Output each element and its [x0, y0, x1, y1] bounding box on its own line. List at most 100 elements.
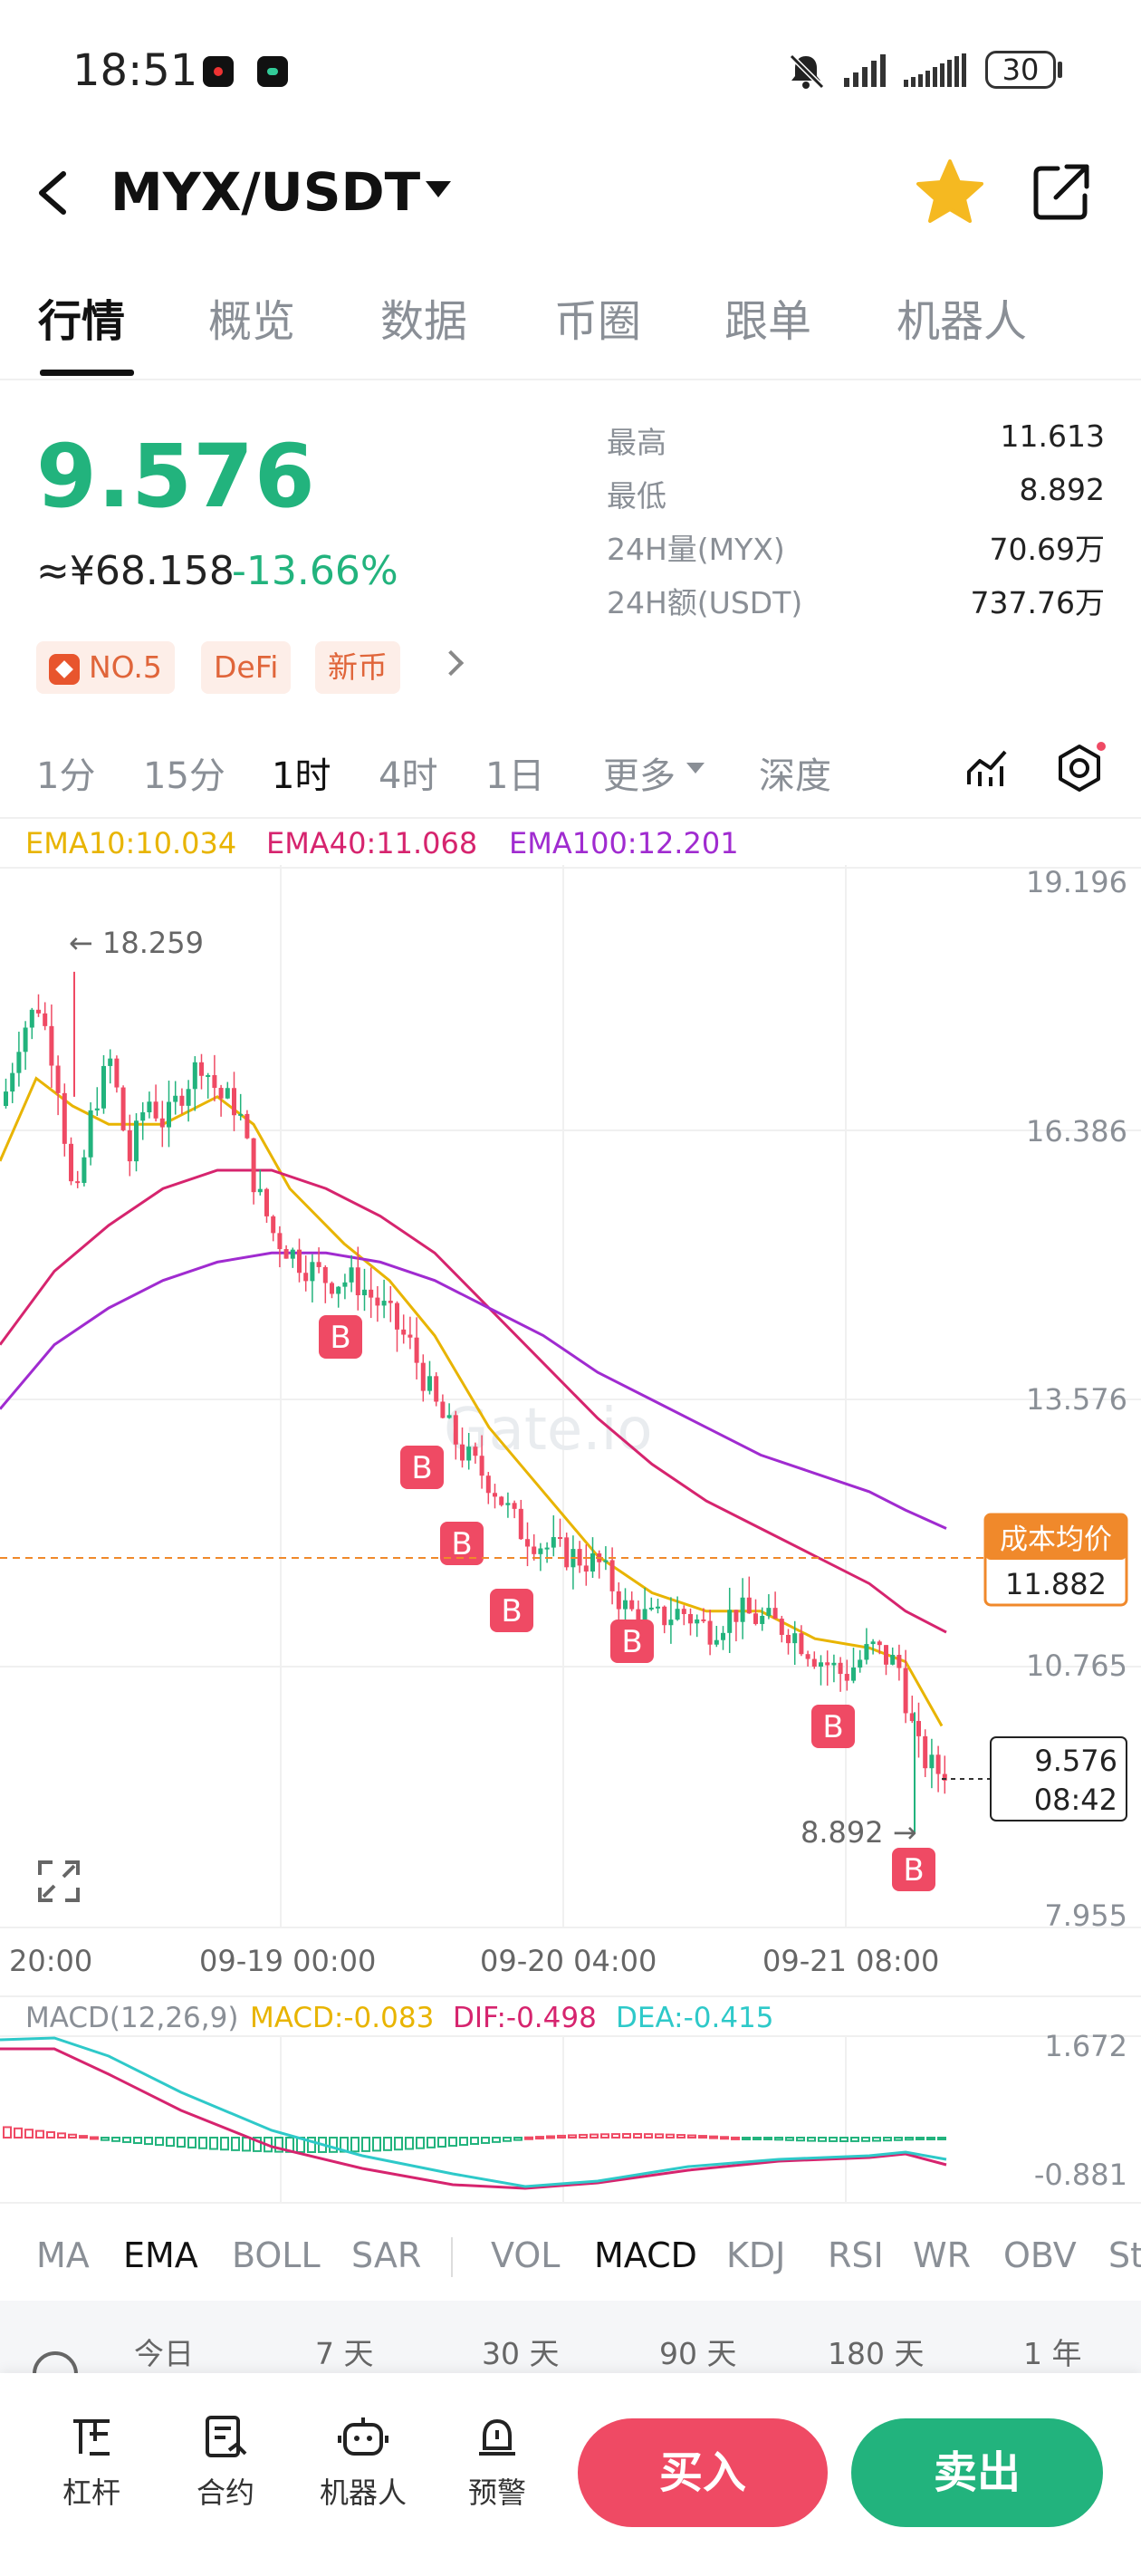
new-coin-tag[interactable]: 新币: [315, 641, 400, 694]
range-bar: [0, 2301, 1141, 2373]
chevron-right-icon[interactable]: [437, 649, 465, 677]
fullscreen-icon[interactable]: [38, 1860, 80, 1902]
candle-countdown: 08:42: [1034, 1783, 1117, 1817]
signal-icon: [844, 54, 886, 87]
macd-bar: [253, 2137, 262, 2152]
buy-button[interactable]: 买入: [578, 2418, 828, 2527]
tab-market[interactable]: 行情: [38, 296, 126, 347]
candle-body: [648, 1607, 654, 1610]
range-30d[interactable]: 30 天: [482, 2336, 560, 2371]
interval-15m[interactable]: 15分: [143, 755, 225, 797]
range-1y[interactable]: 1 年: [1023, 2336, 1082, 2371]
price-axis-label: 7.955: [1044, 1898, 1127, 1933]
tab-copy-trading[interactable]: 跟单: [724, 296, 812, 347]
buy-marker: [811, 1705, 855, 1748]
interval-1d[interactable]: 1日: [485, 755, 545, 797]
candle-body: [493, 1493, 497, 1497]
stat-value-turnover: 737.76万: [970, 585, 1105, 620]
macd-bar: [470, 2137, 479, 2146]
candle-body: [740, 1597, 745, 1622]
candle-body: [714, 1639, 719, 1645]
candle-body: [512, 1503, 517, 1509]
candle-body: [753, 1613, 758, 1624]
macd-bar: [829, 2137, 838, 2142]
indicator-sar[interactable]: SAR: [351, 2235, 422, 2275]
macd-bar: [90, 2136, 99, 2140]
rank-tag[interactable]: NO.5: [36, 641, 175, 694]
macd-bar: [242, 2137, 251, 2152]
macd-bar: [177, 2137, 186, 2148]
category-tag[interactable]: DeFi: [201, 641, 292, 694]
macd-bar: [79, 2135, 88, 2139]
candle-body: [603, 1560, 609, 1562]
macd-bar: [916, 2137, 925, 2140]
macd-bar: [905, 2137, 914, 2141]
macd-bar: [481, 2137, 490, 2144]
nav-alert[interactable]: 预警: [438, 2414, 556, 2512]
stat-label-low: 最低: [607, 478, 666, 514]
range-7d[interactable]: 7 天: [315, 2336, 374, 2371]
interval-1h[interactable]: 1时: [272, 755, 331, 797]
indicator-macd[interactable]: MACD: [594, 2235, 697, 2275]
macd-bar: [513, 2137, 523, 2141]
pair-title[interactable]: MYX/USDT: [110, 161, 421, 223]
macd-bar: [687, 2134, 696, 2139]
sell-button[interactable]: 卖出: [851, 2418, 1103, 2527]
indicator-ma[interactable]: MA: [36, 2235, 90, 2275]
macd-bar: [372, 2137, 381, 2152]
macd-bar: [807, 2137, 816, 2142]
macd-bar: [220, 2137, 229, 2151]
nav-margin[interactable]: 杠杆: [33, 2414, 150, 2512]
candle-body: [88, 1110, 93, 1158]
chart-settings-icon[interactable]: [1052, 741, 1107, 795]
depth-tab[interactable]: 深度: [759, 755, 831, 797]
indicator-wr[interactable]: WR: [913, 2235, 971, 2275]
indicator-boll[interactable]: BOLL: [232, 2235, 321, 2275]
indicator-kdj[interactable]: KDJ: [726, 2235, 786, 2275]
more-dropdown-icon[interactable]: [686, 763, 705, 774]
back-icon[interactable]: [34, 170, 71, 216]
interval-1m[interactable]: 1分: [36, 755, 96, 797]
chart-grid: [0, 865, 1141, 2204]
candle-body: [551, 1537, 556, 1548]
indicator-obv[interactable]: OBV: [1003, 2235, 1077, 2275]
candle-body: [414, 1337, 419, 1363]
stat-value-high: 11.613: [1000, 418, 1105, 454]
candle-body: [108, 1058, 113, 1066]
nav-bots[interactable]: 机器人: [304, 2414, 422, 2512]
candle-body: [101, 1065, 106, 1109]
nav-contract[interactable]: 合约: [167, 2414, 284, 2512]
macd-bar: [796, 2137, 805, 2142]
indicator-ema[interactable]: EMA: [123, 2235, 198, 2275]
tab-data[interactable]: 数据: [380, 296, 468, 347]
favorite-star-icon[interactable]: [915, 158, 985, 223]
indicator-rsi[interactable]: RSI: [828, 2235, 884, 2275]
range-90d[interactable]: 90 天: [659, 2336, 737, 2371]
macd-bar: [872, 2137, 881, 2142]
candle-body: [271, 1216, 276, 1234]
candle-body: [238, 1113, 244, 1116]
range-180d[interactable]: 180 天: [828, 2336, 925, 2371]
range-today[interactable]: 今日: [134, 2336, 194, 2371]
pair-dropdown-icon[interactable]: [426, 181, 451, 197]
interval-more[interactable]: 更多: [603, 755, 676, 797]
indicator-st[interactable]: St: [1108, 2235, 1141, 2275]
macd-bar: [3, 2126, 12, 2139]
macd-bar: [600, 2133, 609, 2139]
candle-body: [701, 1619, 706, 1621]
indicator-vol[interactable]: VOL: [491, 2235, 561, 2275]
candle-body: [218, 1088, 224, 1099]
candle-body: [395, 1302, 399, 1330]
time-axis-label: 09-19 00:00: [199, 1944, 376, 1978]
tab-community[interactable]: 币圈: [554, 296, 642, 347]
candle-body: [49, 1025, 54, 1066]
tab-bots[interactable]: 机器人: [896, 296, 1028, 347]
price-axis-label: 13.576: [1026, 1382, 1127, 1417]
candle-body: [420, 1362, 426, 1391]
share-icon[interactable]: [1032, 161, 1092, 221]
tab-overview[interactable]: 概览: [208, 296, 296, 347]
interval-4h[interactable]: 4时: [379, 755, 438, 797]
buy-marker: [892, 1848, 935, 1891]
chart-tools-icon[interactable]: [965, 745, 1011, 790]
